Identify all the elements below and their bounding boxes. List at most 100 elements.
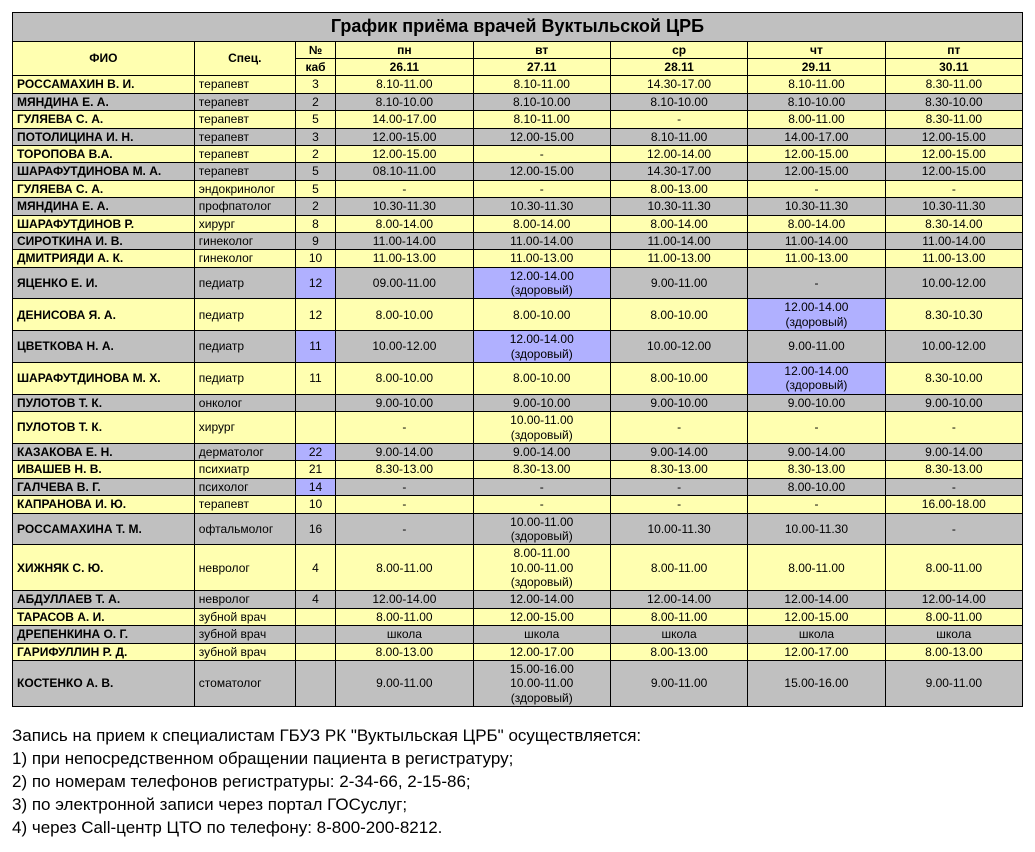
table-row: ДЕНИСОВА Я. А.педиатр128.00-10.008.00-10… — [13, 299, 1023, 331]
doctor-name: ИВАШЕВ Н. В. — [13, 461, 195, 478]
time-cell: 8.10-11.00 — [610, 128, 747, 145]
doctor-spec: терапевт — [194, 163, 295, 180]
time-cell: 8.00-10.00 — [610, 363, 747, 395]
room-number: 14 — [295, 478, 335, 495]
time-cell: 9.00-14.00 — [748, 443, 885, 460]
time-cell: школа — [336, 626, 473, 643]
time-cell: 14.30-17.00 — [610, 163, 747, 180]
room-number: 5 — [295, 111, 335, 128]
time-cell: 12.00-15.00 — [473, 128, 610, 145]
time-cell: 12.00-14.00 — [473, 591, 610, 608]
time-cell: 8.00-11.00 — [748, 111, 885, 128]
time-cell: 11.00-14.00 — [885, 232, 1022, 249]
doctor-spec: дерматолог — [194, 443, 295, 460]
header-room-bot: каб — [295, 58, 335, 75]
header-date-2: 28.11 — [610, 58, 747, 75]
table-row: ШАРАФУТДИНОВА М. Х.педиатр118.00-10.008.… — [13, 363, 1023, 395]
table-row: ГУЛЯЕВА С. А.эндокринолог5--8.00-13.00-- — [13, 180, 1023, 197]
time-cell: 12.00-15.00 — [748, 608, 885, 625]
time-cell: 11.00-14.00 — [610, 232, 747, 249]
time-cell: - — [336, 478, 473, 495]
schedule-table: График приёма врачей Вуктыльской ЦРБ ФИО… — [12, 12, 1023, 707]
room-number: 16 — [295, 513, 335, 545]
time-cell: 9.00-11.00 — [885, 661, 1022, 707]
table-row: ДМИТРИЯДИ А. К.гинеколог1011.00-13.0011.… — [13, 250, 1023, 267]
time-cell: 8.00-11.00 — [885, 545, 1022, 591]
room-number — [295, 626, 335, 643]
room-number: 5 — [295, 180, 335, 197]
time-cell: 08.10-11.00 — [336, 163, 473, 180]
time-cell: 11.00-14.00 — [336, 232, 473, 249]
time-cell: 8.30-13.00 — [610, 461, 747, 478]
time-cell: 8.30-10.30 — [885, 299, 1022, 331]
doctor-name: ГУЛЯЕВА С. А. — [13, 180, 195, 197]
doctor-spec: педиатр — [194, 363, 295, 395]
doctor-spec: зубной врач — [194, 643, 295, 660]
doctor-name: ДЕНИСОВА Я. А. — [13, 299, 195, 331]
time-cell: 11.00-13.00 — [610, 250, 747, 267]
header-row-1: ФИО Спец. № пн вт ср чт пт — [13, 41, 1023, 58]
table-row: СИРОТКИНА И. В.гинеколог911.00-14.0011.0… — [13, 232, 1023, 249]
time-cell: 10.00-11.30 — [610, 513, 747, 545]
doctor-name: МЯНДИНА Е. А. — [13, 198, 195, 215]
time-cell: 8.00-11.00 — [748, 545, 885, 591]
doctor-name: ДМИТРИЯДИ А. К. — [13, 250, 195, 267]
time-cell: 8.00-13.00 — [610, 180, 747, 197]
room-number: 10 — [295, 250, 335, 267]
time-cell: школа — [473, 626, 610, 643]
time-cell: 12.00-15.00 — [748, 163, 885, 180]
title-row: График приёма врачей Вуктыльской ЦРБ — [13, 13, 1023, 42]
time-cell: 8.30-10.00 — [885, 93, 1022, 110]
time-cell: 12.00-14.00 — [336, 591, 473, 608]
time-cell: 10.30-11.30 — [610, 198, 747, 215]
table-row: ИВАШЕВ Н. В.психиатр218.30-13.008.30-13.… — [13, 461, 1023, 478]
time-cell: 09.00-11.00 — [336, 267, 473, 299]
table-row: МЯНДИНА Е. А.терапевт28.10-10.008.10-10.… — [13, 93, 1023, 110]
time-cell: - — [748, 412, 885, 444]
room-number: 2 — [295, 198, 335, 215]
header-fio: ФИО — [13, 41, 195, 76]
header-wd-2: ср — [610, 41, 747, 58]
time-cell: 9.00-14.00 — [610, 443, 747, 460]
room-number — [295, 412, 335, 444]
room-number: 12 — [295, 267, 335, 299]
time-cell: - — [336, 513, 473, 545]
time-cell: - — [473, 180, 610, 197]
time-cell: 11.00-13.00 — [748, 250, 885, 267]
table-row: ГАРИФУЛЛИН Р. Д.зубной врач8.00-13.0012.… — [13, 643, 1023, 660]
doctor-name: ТОРОПОВА В.А. — [13, 145, 195, 162]
time-cell: - — [748, 267, 885, 299]
table-row: РОССАМАХИНА Т. М.офтальмолог16-10.00-11.… — [13, 513, 1023, 545]
time-cell: 8.00-10.00 — [473, 299, 610, 331]
time-cell: 12.00-14.00 — [748, 591, 885, 608]
time-cell: 9.00-11.00 — [336, 661, 473, 707]
header-date-1: 27.11 — [473, 58, 610, 75]
time-cell: 16.00-18.00 — [885, 496, 1022, 513]
time-cell: 10.00-12.00 — [610, 331, 747, 363]
time-cell-line2: 10.00-11.00 (здоровый) — [478, 676, 606, 705]
time-cell: - — [473, 478, 610, 495]
time-cell: - — [610, 478, 747, 495]
time-cell: - — [748, 496, 885, 513]
time-cell: 9.00-14.00 — [885, 443, 1022, 460]
doctor-name: МЯНДИНА Е. А. — [13, 93, 195, 110]
footer-line: 4) через Call-центр ЦТО по телефону: 8-8… — [12, 817, 1023, 840]
time-cell: 9.00-10.00 — [610, 394, 747, 411]
time-cell: 8.10-10.00 — [748, 93, 885, 110]
table-row: ПОТОЛИЦИНА И. Н.терапевт312.00-15.0012.0… — [13, 128, 1023, 145]
footer-line: 3) по электронной записи через портал ГО… — [12, 794, 1023, 817]
doctor-name: ШАРАФУТДИНОВА М. А. — [13, 163, 195, 180]
time-cell: - — [336, 412, 473, 444]
time-cell: 8.00-10.00 — [336, 299, 473, 331]
doctor-name: РОССАМАХИН В. И. — [13, 76, 195, 93]
time-cell: 12.00-14.00 (здоровый) — [473, 331, 610, 363]
time-cell: 12.00-15.00 — [473, 163, 610, 180]
table-row: ДРЕПЕНКИНА О. Г.зубной врачшколашколашко… — [13, 626, 1023, 643]
time-cell: 8.00-10.00 — [610, 299, 747, 331]
time-cell: 10.00-11.00 (здоровый) — [473, 412, 610, 444]
time-cell: 12.00-14.00 (здоровый) — [748, 299, 885, 331]
table-row: РОССАМАХИН В. И.терапевт38.10-11.008.10-… — [13, 76, 1023, 93]
doctor-name: ТАРАСОВ А. И. — [13, 608, 195, 625]
time-cell: 11.00-13.00 — [336, 250, 473, 267]
room-number: 11 — [295, 331, 335, 363]
